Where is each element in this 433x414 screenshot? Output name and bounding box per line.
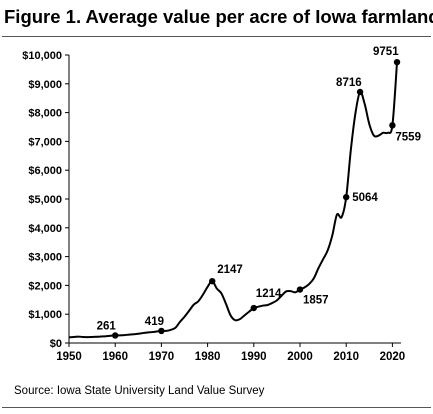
- y-tick-label: $3,000: [28, 252, 62, 264]
- data-point-2013: [356, 88, 364, 96]
- data-label-2021: 9751: [373, 46, 399, 58]
- x-tick-label: 1990: [241, 351, 267, 363]
- x-tick-label: 1980: [195, 351, 221, 363]
- series-group: [68, 62, 399, 339]
- data-label-2000: 1857: [303, 295, 329, 307]
- source-note: Source: Iowa State University Land Value…: [14, 385, 265, 397]
- y-tick-label: $4,000: [28, 223, 62, 235]
- data-point-2021: [393, 58, 401, 66]
- x-tick-label: 1970: [149, 351, 175, 363]
- data-point-2020: [389, 122, 396, 129]
- chart-title: Figure 1. Average value per acre of Iowa…: [4, 6, 433, 27]
- y-axis-ticks: $0 $1,000 $2,000 $3,000 $4,000 $5,000 $6,000 $7…: [22, 50, 69, 350]
- x-tick-label: 2010: [333, 351, 359, 363]
- y-tick-label: $9,000: [28, 79, 62, 91]
- data-point-2000: [296, 286, 304, 293]
- x-tick-label: 1960: [102, 351, 128, 363]
- y-tick-label: $7,000: [28, 136, 62, 148]
- x-tick-label: 1950: [56, 351, 82, 363]
- series-line-farmland-value: [68, 62, 399, 339]
- y-tick-label: $8,000: [28, 108, 62, 120]
- x-tick-label: 2000: [287, 351, 313, 363]
- data-point-2010: [343, 193, 350, 201]
- bottom-divider: [2, 407, 431, 408]
- top-divider: [2, 36, 431, 37]
- data-label-1960: 261: [97, 320, 117, 332]
- data-label-2013: 8716: [336, 77, 362, 89]
- y-tick-label: $1,000: [28, 309, 62, 321]
- data-point-1960: [112, 332, 119, 339]
- y-tick-label: $0: [50, 338, 62, 350]
- data-label-2020: 7559: [395, 131, 421, 143]
- data-points: [112, 58, 401, 339]
- data-label-1970: 419: [145, 316, 164, 328]
- data-point-1970: [158, 327, 165, 335]
- y-tick-label: $2,000: [28, 280, 62, 292]
- data-labels: 261 419 2147 1214 1857 5064 8716 7559 9751: [97, 46, 421, 332]
- chart-axes: [68, 55, 401, 344]
- data-label-1981: 2147: [217, 264, 243, 276]
- x-axis-ticks: 1950 1960 1970 1980 1990 2000 2010 2020: [56, 343, 405, 363]
- data-point-1981: [209, 277, 216, 285]
- data-point-1990: [250, 304, 257, 312]
- x-tick-label: 2020: [380, 351, 406, 363]
- data-label-2010: 5064: [352, 192, 378, 204]
- y-tick-label: $10,000: [22, 50, 62, 62]
- data-label-1990: 1214: [256, 288, 282, 300]
- y-tick-label: $5,000: [28, 194, 62, 206]
- y-tick-label: $6,000: [28, 165, 62, 177]
